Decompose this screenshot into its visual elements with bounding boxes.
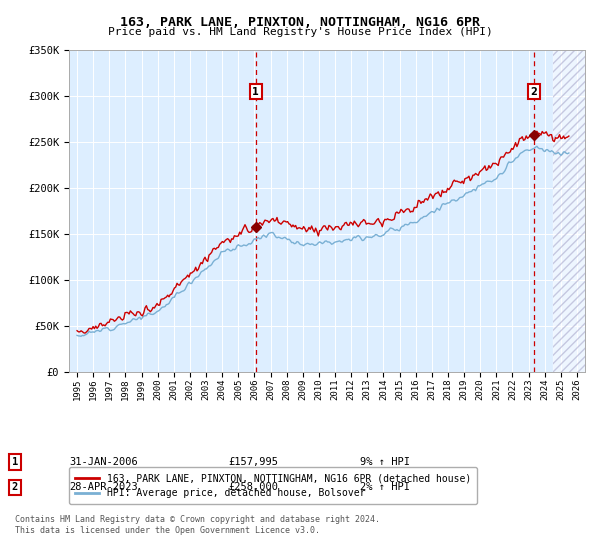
Text: 28-APR-2023: 28-APR-2023 bbox=[69, 482, 138, 492]
Text: 2: 2 bbox=[530, 87, 537, 97]
Text: £157,995: £157,995 bbox=[228, 457, 278, 467]
Text: 1: 1 bbox=[253, 87, 259, 97]
Legend: 163, PARK LANE, PINXTON, NOTTINGHAM, NG16 6PR (detached house), HPI: Average pri: 163, PARK LANE, PINXTON, NOTTINGHAM, NG1… bbox=[69, 468, 477, 504]
Text: 163, PARK LANE, PINXTON, NOTTINGHAM, NG16 6PR: 163, PARK LANE, PINXTON, NOTTINGHAM, NG1… bbox=[120, 16, 480, 29]
Text: 9% ↑ HPI: 9% ↑ HPI bbox=[360, 457, 410, 467]
Text: 2: 2 bbox=[12, 482, 18, 492]
Text: Contains HM Land Registry data © Crown copyright and database right 2024.
This d: Contains HM Land Registry data © Crown c… bbox=[15, 515, 380, 535]
Text: 1: 1 bbox=[12, 457, 18, 467]
Text: Price paid vs. HM Land Registry's House Price Index (HPI): Price paid vs. HM Land Registry's House … bbox=[107, 27, 493, 37]
Text: £258,000: £258,000 bbox=[228, 482, 278, 492]
Bar bbox=[553, 50, 585, 372]
Text: 2% ↑ HPI: 2% ↑ HPI bbox=[360, 482, 410, 492]
Text: 31-JAN-2006: 31-JAN-2006 bbox=[69, 457, 138, 467]
